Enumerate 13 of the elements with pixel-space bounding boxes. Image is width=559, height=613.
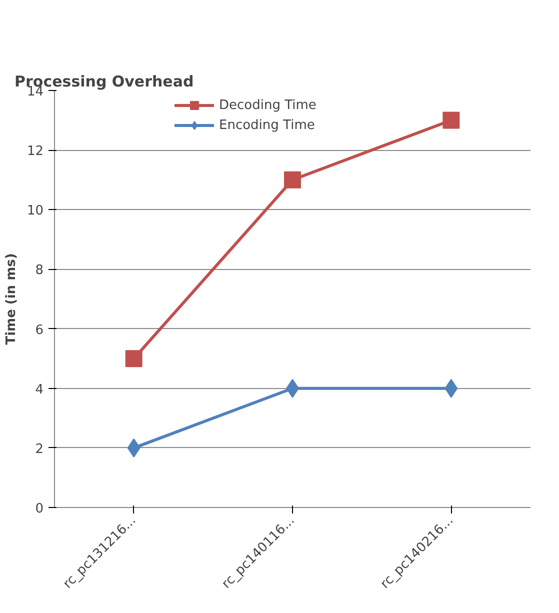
legend-label: Decoding Time [219, 98, 316, 112]
y-tick-label: 8 [35, 263, 44, 278]
point [125, 350, 142, 368]
point [284, 171, 301, 188]
legend-label: Encoding Time [219, 118, 315, 132]
point [442, 112, 460, 129]
y-tick-label: 10 [26, 204, 44, 219]
y-tick-label: 2 [35, 442, 44, 457]
y-tick-label: 4 [35, 382, 44, 398]
y-axis-title: Time (in ms) [4, 253, 19, 345]
y-tick-label: 0 [35, 502, 44, 516]
y-tick-label: 6 [35, 322, 44, 338]
y-tick-label: 12 [26, 144, 44, 160]
